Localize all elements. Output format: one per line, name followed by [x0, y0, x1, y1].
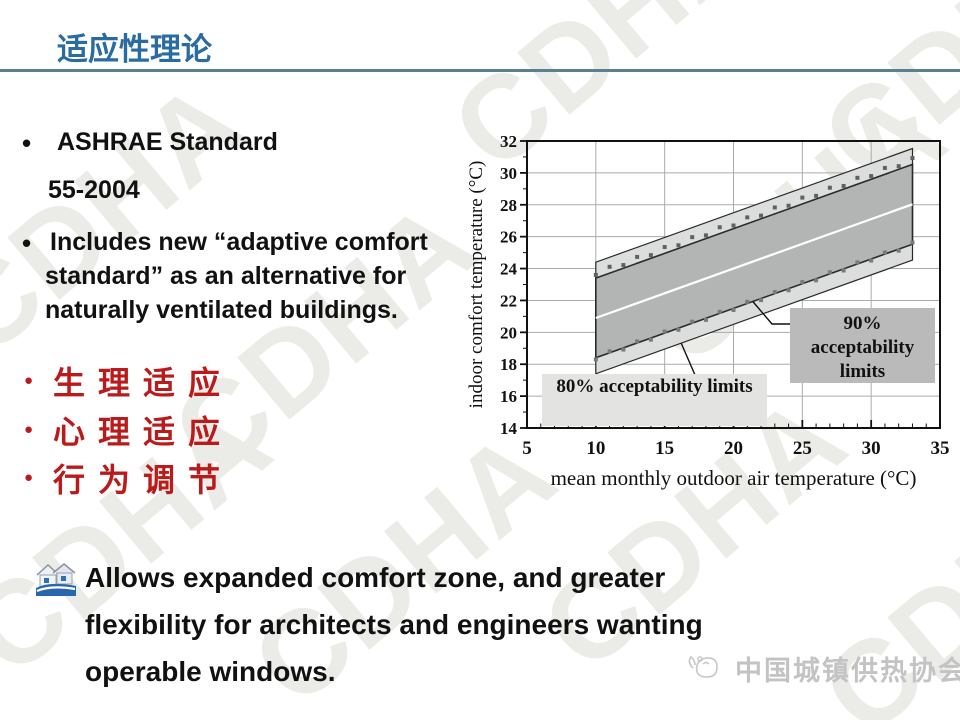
svg-text:mean monthly outdoor air tempe: mean monthly outdoor air temperature (°C… [551, 466, 917, 490]
svg-text:24: 24 [500, 260, 518, 279]
svg-text:10: 10 [586, 438, 605, 459]
bullet-text-cn: 行为调节 [53, 462, 234, 498]
houses-icon [34, 560, 78, 603]
comfort-chart: 14 16 18 20 22 24 26 28 30 32 5 10 15 20 25 30 35 mean mo… [468, 125, 960, 505]
svg-text:25: 25 [793, 438, 812, 459]
bullet-text: 55-2004 [48, 176, 140, 204]
bullet-dot: ● [24, 372, 34, 389]
note-text: Allows expanded comfort zone, and greate… [85, 562, 666, 593]
svg-text:16: 16 [500, 387, 517, 406]
footer-logo-text: 中国城镇供热协会 [735, 655, 960, 686]
svg-text:30: 30 [500, 164, 517, 183]
svg-text:18: 18 [500, 355, 517, 374]
svg-text:30: 30 [862, 438, 881, 459]
bullet-text-cn: 心理适应 [53, 414, 234, 450]
svg-text:28: 28 [500, 196, 517, 215]
page-title: 适应性理论 [57, 32, 212, 67]
note-text: flexibility for architects and engineers… [85, 609, 703, 640]
svg-text:5: 5 [522, 438, 532, 459]
svg-text:15: 15 [655, 438, 674, 459]
svg-text:32: 32 [500, 132, 517, 151]
band-label-80: 80% acceptability limits [542, 374, 767, 426]
svg-text:20: 20 [724, 438, 743, 459]
bullet-text-cn: 生理适应 [53, 365, 234, 401]
note-text: operable windows. [85, 656, 336, 687]
bullet-text: Includes new “adaptive comfort [50, 228, 428, 256]
svg-text:14: 14 [500, 419, 518, 438]
bullet-dot: ● [24, 421, 34, 438]
svg-text:20: 20 [500, 323, 517, 342]
bullet-dot: ● [24, 469, 34, 486]
title-underline [0, 69, 960, 72]
cdha-logo-icon [688, 655, 718, 678]
footer-logo: 中国城镇供热协会 [683, 648, 960, 688]
bullet-dot: • [22, 128, 32, 158]
svg-text:35: 35 [931, 438, 950, 459]
bullet-text: naturally ventilated buildings. [45, 296, 398, 324]
svg-text:indoor comfort temperature (°: indoor comfort temperature (°C) [468, 161, 487, 409]
bullet-dot: • [22, 228, 32, 258]
bullet-text: ASHRAE Standard [57, 128, 278, 156]
svg-text:26: 26 [500, 228, 517, 247]
band-label-90: 90% acceptability limits [790, 308, 935, 383]
bullet-text: standard” as an alternative for [45, 262, 407, 290]
svg-text:22: 22 [500, 291, 517, 310]
